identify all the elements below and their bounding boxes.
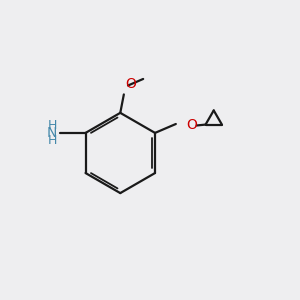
Text: O: O [186,118,197,133]
Text: N: N [47,126,57,140]
Text: O: O [125,77,136,92]
Text: H: H [48,134,57,147]
Text: H: H [48,119,57,132]
